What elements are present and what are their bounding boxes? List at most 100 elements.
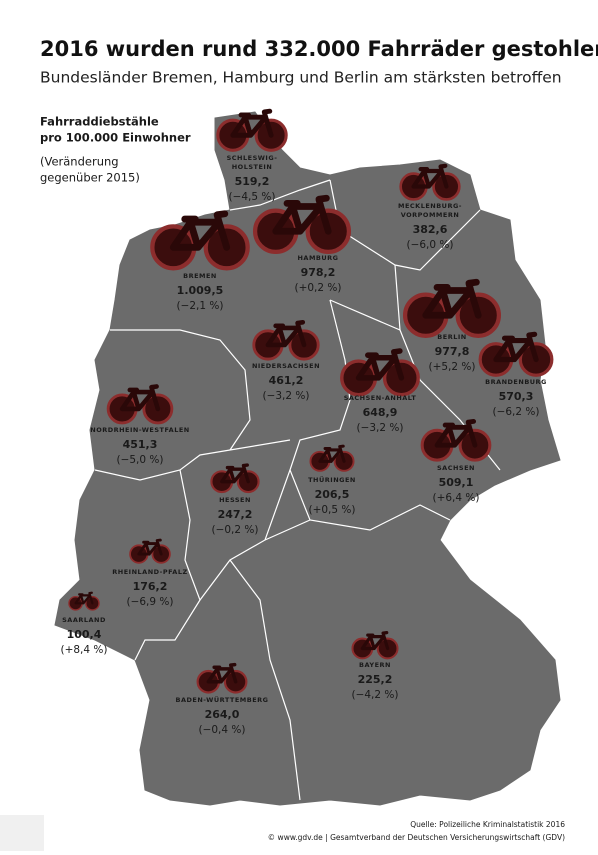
- legend: Fahrraddiebstähle pro 100.000 Einwohner …: [40, 115, 191, 185]
- bicycle: [420, 418, 492, 462]
- bicycle: [340, 348, 420, 397]
- region-value: 509,1: [439, 476, 474, 489]
- region-name: BERLIN: [437, 333, 466, 341]
- region-change: (−0,2 %): [211, 524, 258, 536]
- frame: [265, 319, 307, 348]
- frame: [272, 194, 332, 235]
- region-name: RHEINLAND-PFALZ: [112, 568, 187, 576]
- region-name: BREMEN: [183, 272, 217, 280]
- frame: [422, 278, 482, 319]
- region-change: (+6,4 %): [432, 492, 479, 504]
- frame: [137, 538, 163, 556]
- bicycle: [252, 319, 320, 361]
- bicycle: [106, 384, 174, 425]
- bicycle: [150, 210, 250, 271]
- region-change: (−0,4 %): [198, 724, 245, 736]
- frame: [411, 163, 449, 189]
- frame: [318, 444, 346, 463]
- region-name: MECKLENBURG-: [398, 202, 462, 210]
- region-change: (−4,2 %): [351, 689, 398, 701]
- subtitle: Bundesländer Bremen, Hamburg und Berlin …: [40, 69, 562, 87]
- region-name: SACHSEN-ANHALT: [344, 394, 417, 402]
- region-value: 225,2: [358, 673, 393, 686]
- bicycle: [252, 194, 352, 254]
- border: [264, 519, 311, 541]
- region-name: BRANDENBURG: [485, 378, 547, 386]
- region-name: SACHSEN: [437, 464, 475, 472]
- region-change: (−4,5 %): [228, 191, 275, 203]
- frame: [119, 384, 161, 412]
- region-value: 1.009,5: [177, 284, 224, 297]
- region-change: (−3,2 %): [262, 390, 309, 402]
- frame: [493, 331, 539, 363]
- region-change: (+8,4 %): [60, 644, 107, 656]
- region-value: 382,6: [413, 223, 448, 236]
- bicycle: [399, 163, 461, 201]
- region-name: BADEN-WÜRTTEMBERG: [176, 695, 269, 704]
- region-value: 206,5: [315, 488, 350, 501]
- region-name: VORPOMMERN: [401, 211, 460, 219]
- border: [229, 179, 331, 211]
- region-change: (−3,2 %): [356, 422, 403, 434]
- region-value: 100,4: [67, 628, 102, 641]
- region-name: SAARLAND: [62, 616, 106, 624]
- legend-title: pro 100.000 Einwohner: [40, 131, 191, 145]
- bicycle: [210, 463, 260, 494]
- region-value: 451,3: [123, 438, 158, 451]
- region-value: 977,8: [435, 345, 470, 358]
- region-name: THÜRINGEN: [308, 475, 356, 484]
- border: [94, 439, 291, 481]
- bicycle: [196, 662, 248, 694]
- frame: [434, 418, 478, 448]
- region-change: (−5,0 %): [116, 454, 163, 466]
- bicycle: [309, 444, 355, 472]
- region-name: SCHLESWIG-: [227, 154, 278, 162]
- bicycle: [216, 108, 288, 152]
- bicycle: [351, 630, 399, 660]
- bicycle: [129, 538, 171, 564]
- region-name: BAYERN: [359, 661, 391, 669]
- region-value: 978,2: [301, 266, 336, 279]
- frame: [360, 630, 390, 651]
- region-change: (+0,2 %): [294, 282, 341, 294]
- legend-title: Fahrraddiebstähle: [40, 115, 159, 129]
- region-name: NORDRHEIN-WESTFALEN: [90, 426, 190, 434]
- region-change: (+5,2 %): [428, 361, 475, 373]
- region-change: (−6,0 %): [406, 239, 453, 251]
- frame: [230, 108, 274, 138]
- bicycle: [478, 331, 554, 377]
- border: [229, 559, 301, 801]
- region-change: (−6,2 %): [492, 406, 539, 418]
- region-value: 648,9: [363, 406, 398, 419]
- region-change: (+0,5 %): [308, 504, 355, 516]
- region-value: 570,3: [499, 390, 534, 403]
- title: 2016 wurden rund 332.000 Fahrräder gesto…: [40, 37, 598, 61]
- region-change: (−6,9 %): [126, 596, 173, 608]
- region-value: 519,2: [235, 175, 270, 188]
- region-value: 176,2: [133, 580, 168, 593]
- frame: [355, 348, 405, 381]
- region-name: HESSEN: [219, 496, 251, 504]
- map-germany: [54, 111, 561, 806]
- region-value: 264,0: [205, 708, 240, 721]
- corner-block: [0, 815, 44, 851]
- frame: [206, 662, 238, 684]
- region-change: (−2,1 %): [176, 300, 223, 312]
- region-value: 247,2: [218, 508, 253, 521]
- border: [110, 329, 251, 451]
- bicycle: [68, 591, 100, 611]
- legend-note: gegenüber 2015): [40, 171, 140, 185]
- frame: [169, 210, 231, 251]
- credit: © www.gdv.de | Gesamtverband der Deutsch…: [268, 833, 565, 842]
- region-name: NIEDERSACHSEN: [252, 362, 320, 370]
- bicycle: [402, 278, 502, 338]
- legend-note: (Veränderung: [40, 155, 119, 169]
- region-name: HOLSTEIN: [232, 163, 273, 171]
- border: [199, 469, 291, 601]
- region-name: HAMBURG: [297, 254, 338, 262]
- frame: [74, 591, 94, 605]
- region-value: 461,2: [269, 374, 304, 387]
- frame: [220, 463, 250, 484]
